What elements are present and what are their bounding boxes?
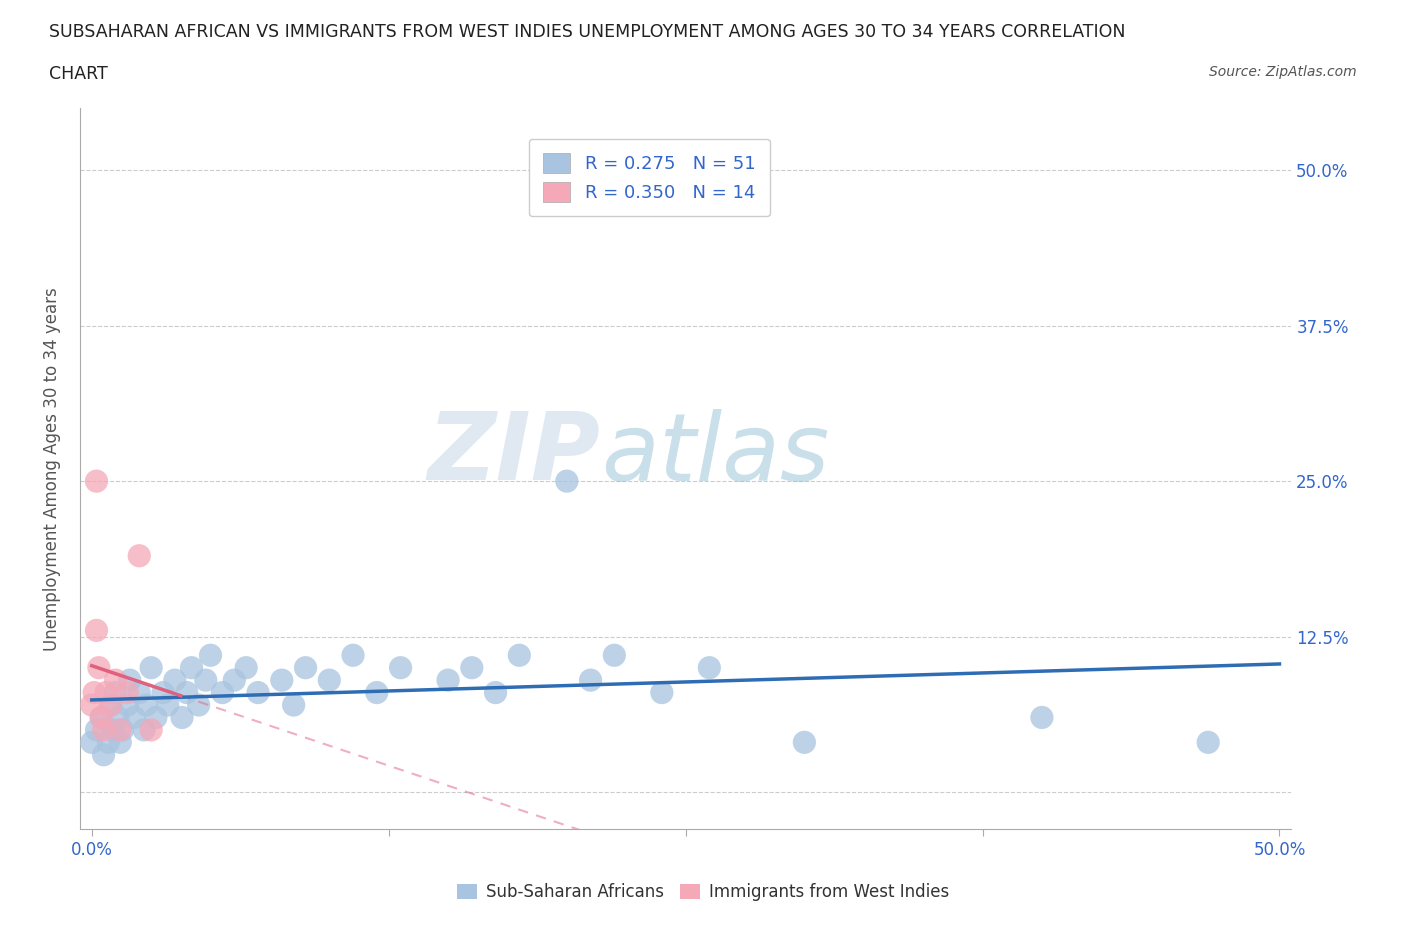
Point (170, 710, 193, 724)
Point (132, 723, 155, 737)
Point (128, 549, 150, 564)
Point (508, 648, 530, 663)
Point (97, 735, 120, 750)
Point (270, 672, 292, 687)
Point (283, 698, 305, 712)
Point (200, 648, 222, 663)
Point (93, 748, 115, 763)
Text: ZIP: ZIP (427, 408, 600, 500)
Point (180, 660, 202, 675)
Point (1031, 710, 1053, 724)
Point (87, 660, 110, 675)
Point (163, 672, 186, 687)
Point (555, 473, 578, 488)
Point (247, 685, 270, 700)
Point (124, 710, 146, 724)
Point (110, 735, 132, 750)
Point (484, 685, 506, 700)
Point (152, 685, 174, 700)
Point (86, 473, 108, 488)
Point (437, 672, 460, 687)
Point (145, 710, 167, 724)
Point (80, 698, 103, 712)
Point (86, 723, 108, 737)
Point (94, 685, 117, 700)
Point (100, 698, 122, 712)
Point (90, 710, 112, 724)
Point (139, 660, 162, 675)
Point (104, 685, 127, 700)
Point (118, 672, 141, 687)
Point (93, 723, 115, 737)
Point (235, 660, 257, 675)
Point (366, 685, 388, 700)
Point (117, 698, 139, 712)
Point (90, 710, 112, 724)
Point (100, 698, 122, 712)
Point (80, 735, 103, 750)
Point (461, 660, 484, 675)
Point (86, 623, 108, 638)
Point (101, 723, 124, 737)
Point (107, 710, 129, 724)
Point (651, 685, 673, 700)
Point (128, 685, 150, 700)
Point (194, 672, 217, 687)
Point (342, 648, 364, 663)
Point (139, 723, 162, 737)
Point (187, 698, 209, 712)
Point (176, 685, 198, 700)
Legend: Sub-Saharan Africans, Immigrants from West Indies: Sub-Saharan Africans, Immigrants from We… (450, 876, 956, 908)
Point (699, 660, 721, 675)
Point (83, 685, 105, 700)
Point (294, 660, 316, 675)
Point (318, 672, 340, 687)
Point (104, 672, 127, 687)
Text: atlas: atlas (600, 409, 830, 499)
Point (117, 685, 139, 700)
Point (389, 660, 412, 675)
Point (135, 698, 157, 712)
Text: CHART: CHART (49, 65, 108, 83)
Point (211, 685, 233, 700)
Text: Source: ZipAtlas.com: Source: ZipAtlas.com (1209, 65, 1357, 79)
Text: SUBSAHARAN AFRICAN VS IMMIGRANTS FROM WEST INDIES UNEMPLOYMENT AMONG AGES 30 TO : SUBSAHARAN AFRICAN VS IMMIGRANTS FROM WE… (49, 23, 1126, 41)
Point (603, 648, 626, 663)
Point (111, 723, 134, 737)
Point (793, 735, 815, 750)
Legend: R = 0.275   N = 51, R = 0.350   N = 14: R = 0.275 N = 51, R = 0.350 N = 14 (529, 139, 769, 217)
Point (110, 723, 132, 737)
Point (156, 698, 179, 712)
Point (224, 672, 246, 687)
Point (579, 672, 602, 687)
Y-axis label: Unemployment Among Ages 30 to 34 years: Unemployment Among Ages 30 to 34 years (44, 286, 60, 651)
Point (1197, 735, 1219, 750)
